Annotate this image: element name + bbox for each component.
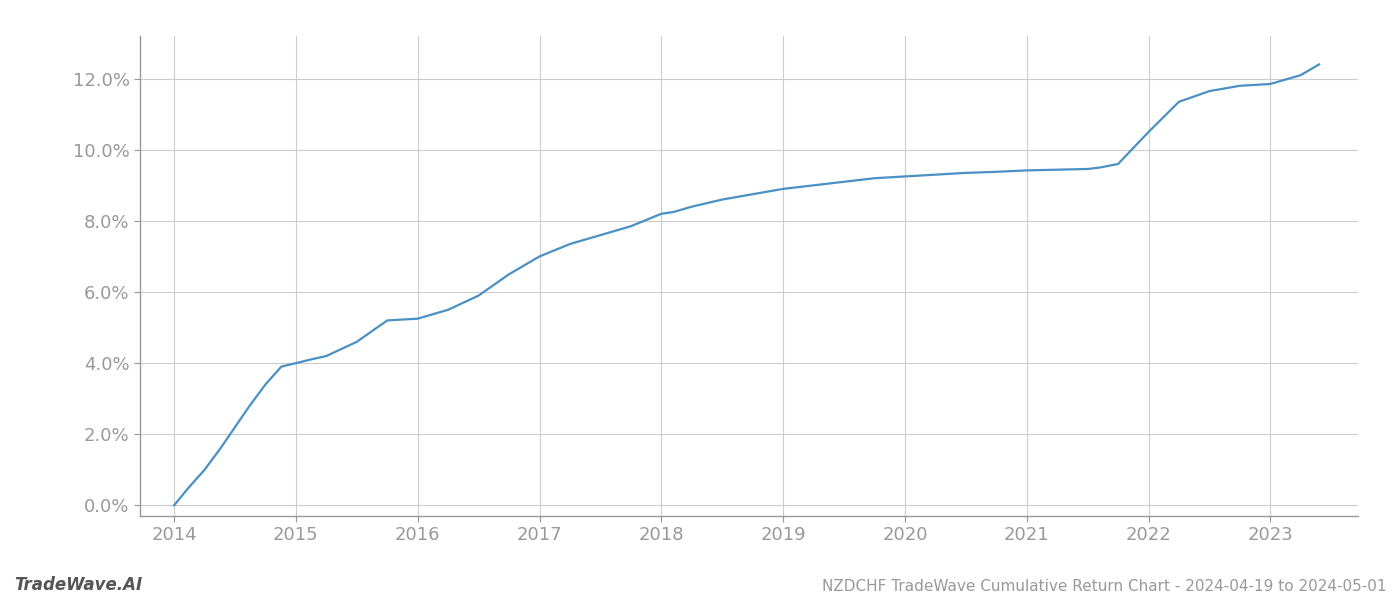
Text: TradeWave.AI: TradeWave.AI [14,576,143,594]
Text: NZDCHF TradeWave Cumulative Return Chart - 2024-04-19 to 2024-05-01: NZDCHF TradeWave Cumulative Return Chart… [822,579,1386,594]
